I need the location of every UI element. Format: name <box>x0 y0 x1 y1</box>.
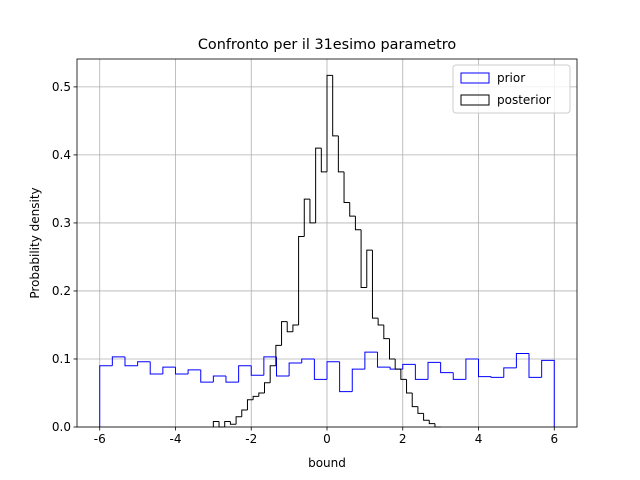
y-tick-label: 0.2 <box>52 284 71 298</box>
histogram-step <box>275 344 282 366</box>
y-tick-label: 0.3 <box>52 216 71 230</box>
histogram-step <box>229 421 237 425</box>
histogram-step <box>427 361 441 380</box>
histogram-step <box>337 135 345 173</box>
x-axis-label: bound <box>308 456 346 470</box>
x-tick-label: 2 <box>399 432 407 446</box>
histogram-step <box>349 202 356 217</box>
histogram-step <box>292 324 299 332</box>
y-tick-label: 0.1 <box>52 352 71 366</box>
histogram-step <box>465 358 479 380</box>
histogram-step <box>383 324 390 340</box>
histogram-step <box>377 318 384 326</box>
x-tick-label: 6 <box>550 432 558 446</box>
y-tick-label: 0.5 <box>52 80 71 94</box>
histogram-step <box>339 361 353 393</box>
histogram-step <box>298 236 305 325</box>
histogram-step <box>343 171 350 204</box>
histogram-step <box>111 356 125 366</box>
histogram-step <box>376 352 391 368</box>
histogram-step <box>238 365 252 383</box>
histogram-step <box>137 361 151 366</box>
histogram-step <box>528 353 542 378</box>
histogram-step <box>364 351 378 370</box>
histogram-step <box>402 363 416 370</box>
histogram-step <box>301 358 315 364</box>
histogram-step <box>258 392 265 397</box>
legend-label: prior <box>497 71 525 85</box>
histogram-step <box>264 382 271 393</box>
histogram-step <box>235 416 242 425</box>
histogram-step <box>281 321 288 346</box>
histogram-step <box>478 358 492 378</box>
histogram-step <box>252 395 259 400</box>
y-tick-label: 0.4 <box>52 148 71 162</box>
histogram-step <box>400 369 407 380</box>
x-tick-label: -4 <box>170 432 182 446</box>
histogram-step <box>241 409 248 417</box>
histogram-step <box>423 413 430 421</box>
legend-label: posterior <box>497 93 551 107</box>
histogram-step <box>303 198 310 237</box>
histogram-step <box>406 379 413 394</box>
legend-box <box>452 64 571 114</box>
histogram-step <box>366 249 373 288</box>
histogram-step <box>187 369 201 374</box>
histogram-step <box>212 375 226 383</box>
legend-swatch <box>460 72 490 84</box>
histogram-step <box>326 361 340 380</box>
histogram-step <box>411 392 418 408</box>
histogram-step <box>224 421 231 427</box>
histogram-step <box>503 367 517 378</box>
histogram-step <box>313 358 327 380</box>
histogram-step <box>315 147 322 223</box>
ticks: -6 -4 -2 0 2 4 6 0.0 0.1 0.2 0.3 0.4 0.5 <box>52 80 558 446</box>
histogram-step <box>360 229 367 289</box>
histogram-step <box>417 406 424 414</box>
histogram-step <box>288 362 302 376</box>
histogram-step <box>99 365 113 427</box>
histogram-step <box>414 364 429 380</box>
histogram-step <box>200 369 214 383</box>
histogram-step <box>269 365 276 383</box>
histogram-step <box>440 362 454 374</box>
histogram-step <box>394 358 401 370</box>
histogram-step <box>541 359 555 427</box>
histogram-step <box>162 366 176 374</box>
histogram-step <box>389 338 396 360</box>
histogram-step <box>515 353 530 368</box>
histogram-step <box>276 356 290 377</box>
histogram-step <box>225 375 239 383</box>
x-tick-label: -6 <box>94 432 106 446</box>
y-axis-label: Probability density <box>28 187 42 298</box>
y-tick-label: 0.0 <box>52 420 71 434</box>
histogram-step <box>320 148 327 173</box>
histogram-step <box>326 74 333 172</box>
x-tick-label: 4 <box>475 432 483 446</box>
histogram-step <box>309 199 316 224</box>
chart-title: Confronto per il 31esimo parametro <box>198 37 456 53</box>
histogram-step <box>354 216 362 231</box>
histogram-step <box>149 361 163 375</box>
legend-swatch <box>460 94 490 106</box>
histogram-step <box>263 356 277 376</box>
legend: prior posterior <box>452 64 571 114</box>
histogram-step <box>286 321 293 333</box>
histogram-step <box>250 365 264 376</box>
x-tick-label: 0 <box>323 432 331 446</box>
x-tick-label: -2 <box>245 432 257 446</box>
histogram-step <box>212 421 220 427</box>
histogram-step <box>428 420 435 425</box>
plot-area <box>99 74 555 428</box>
histogram-step <box>371 250 379 319</box>
histogram-step <box>452 372 466 380</box>
histogram-step <box>246 399 254 410</box>
histogram-step <box>332 75 339 137</box>
histogram-step <box>124 356 138 367</box>
histogram-step <box>351 368 365 392</box>
histogram-step <box>490 376 504 378</box>
histogram-step <box>174 367 189 375</box>
